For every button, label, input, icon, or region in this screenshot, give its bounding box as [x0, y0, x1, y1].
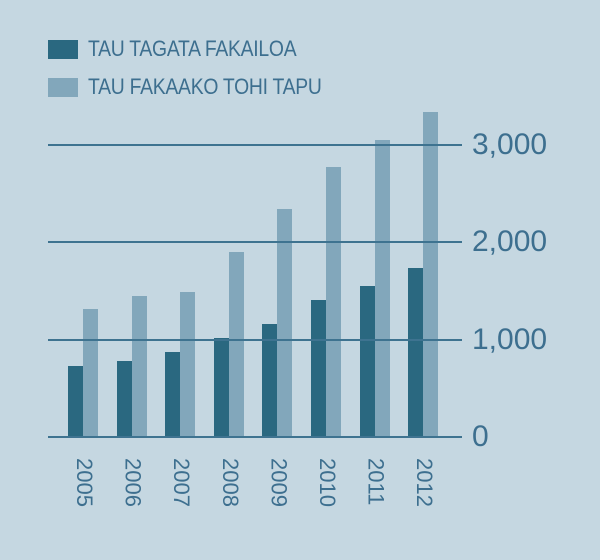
bar-2006-fakaako-tohi-tapu [131, 296, 147, 437]
bar-2007-fakaako-tohi-tapu [180, 292, 196, 437]
x-tick-label: 2012 [412, 458, 438, 507]
x-tick-label: 2007 [169, 458, 195, 507]
x-tick-label: 2008 [217, 458, 243, 507]
x-tick-label: 2006 [120, 458, 146, 507]
x-tick-label: 2005 [72, 458, 97, 507]
gridline [48, 143, 462, 146]
x-tick-label: 2010 [315, 458, 340, 507]
y-tick-label: 1,000 [472, 323, 548, 356]
y-tick-label: 3,000 [472, 128, 548, 161]
bar-2011-tagata-fakailoa [359, 285, 375, 437]
legend-item-fakaako-tohi-tapu: TAU FAKAAKO TOHI TAPU [48, 74, 354, 100]
x-tick-label: 2009 [266, 458, 292, 507]
bar-2009-tagata-fakailoa [262, 323, 278, 437]
bar-2008-fakaako-tohi-tapu [228, 251, 244, 437]
y-tick-label: 0 [472, 420, 489, 453]
legend-item-tagata-fakailoa: TAU TAGATA FAKAILOA [48, 36, 325, 62]
bar-2012-tagata-fakailoa [408, 268, 424, 437]
bar-2006-tagata-fakailoa [116, 360, 132, 437]
bar-2009-fakaako-tohi-tapu [277, 208, 293, 437]
bar-2011-fakaako-tohi-tapu [374, 140, 390, 437]
x-axis-baseline [48, 436, 462, 438]
bar-2012-fakaako-tohi-tapu [423, 112, 439, 437]
bar-2010-tagata-fakailoa [311, 300, 326, 437]
legend-swatch-light [48, 77, 78, 97]
bar-2010-fakaako-tohi-tapu [326, 166, 341, 437]
bar-2005-fakaako-tohi-tapu [83, 309, 98, 437]
x-tick-label: 2011 [363, 458, 389, 506]
bar-2007-tagata-fakailoa [165, 352, 181, 437]
legend-label: TAU TAGATA FAKAILOA [88, 36, 297, 61]
y-tick-label: 2,000 [472, 225, 548, 258]
gridline [48, 338, 462, 341]
legend-label: TAU FAKAAKO TOHI TAPU [88, 74, 322, 99]
gridline [48, 241, 462, 243]
legend-swatch-dark [48, 39, 78, 59]
bar-2008-tagata-fakailoa [213, 338, 229, 437]
bar-2005-tagata-fakailoa [68, 365, 83, 437]
